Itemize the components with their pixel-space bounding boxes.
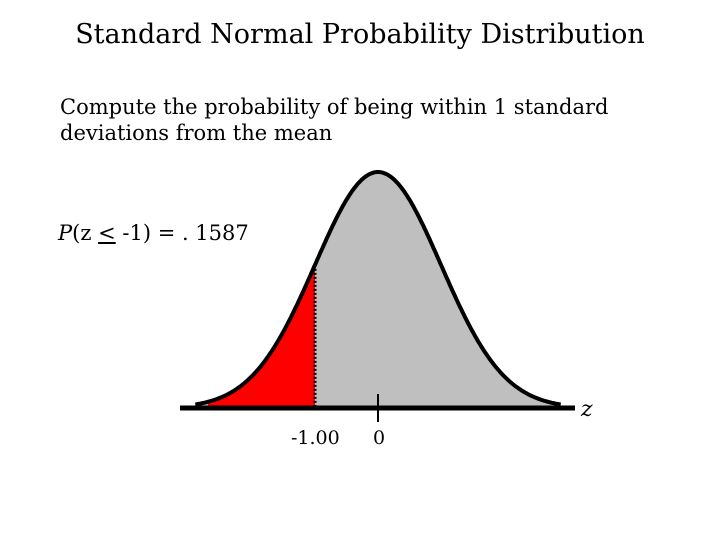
p-symbol: P bbox=[58, 221, 73, 245]
tick-label-neg1: -1.00 bbox=[291, 427, 340, 449]
tick-label-zero: 0 bbox=[373, 427, 386, 449]
z-axis-label: z bbox=[581, 397, 593, 422]
slide-title: Standard Normal Probability Distribution bbox=[75, 19, 645, 50]
normal-curve bbox=[194, 170, 562, 407]
probability-rest: -1) = . 1587 bbox=[115, 221, 249, 245]
probability-statement: P(z < -1) = . 1587 bbox=[58, 220, 249, 246]
probability-open: (z bbox=[72, 221, 99, 245]
shaded-tail-region bbox=[207, 264, 315, 408]
question-text: Compute the probability of being within … bbox=[60, 95, 609, 145]
curve-area bbox=[195, 172, 561, 408]
less-equal-symbol: < bbox=[98, 221, 116, 245]
